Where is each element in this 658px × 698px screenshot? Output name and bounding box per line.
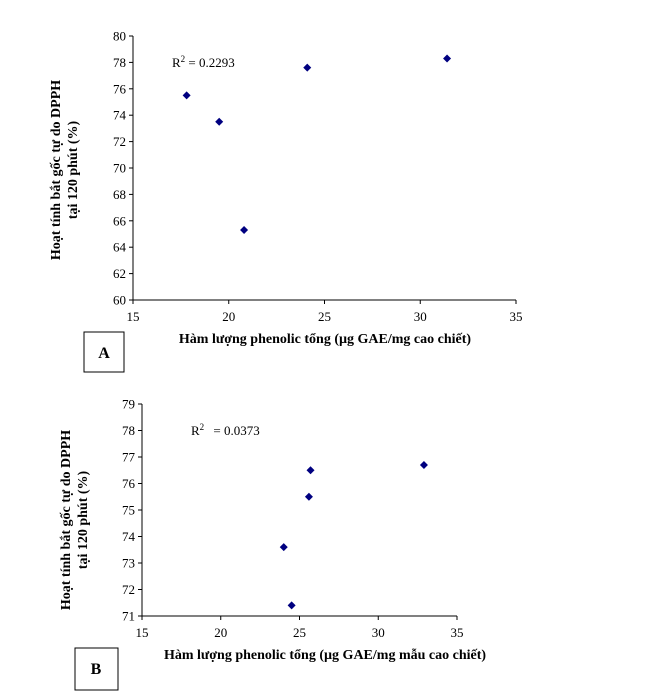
chart-a-data-point (443, 54, 452, 63)
chart-b-x-axis-title: Hàm lượng phenolic tổng (µg GAE/mg mẫu c… (164, 647, 486, 663)
chart-a-y-axis-title-line2: tại 120 phút (%) (66, 120, 81, 219)
chart-b-y-tick-label: 71 (122, 609, 135, 624)
chart-a-data-point (303, 63, 312, 72)
chart-b-x-tick-label: 30 (372, 625, 385, 640)
chart-a-y-tick-label: 64 (113, 240, 127, 255)
chart-a-y-tick-label: 78 (113, 55, 126, 70)
chart-a-data-point (182, 91, 191, 100)
chart-a: 60 62 64 66 68 70 72 74 76 78 80 15 20 25 30 35 R2 = 0… (49, 29, 523, 373)
chart-b-y-tick-label: 75 (122, 503, 135, 518)
chart-b-data-point (306, 466, 315, 475)
chart-a-y-tick-label: 62 (113, 266, 126, 281)
chart-b-panel-label-box (74, 647, 119, 691)
chart-b-y-tick-label: 72 (122, 582, 135, 597)
chart-a-panel-label: A (98, 345, 110, 362)
chart-b-x-tick-label: 35 (451, 625, 464, 640)
chart-b-data-point (279, 543, 288, 552)
chart-b-y-tick-label: 76 (122, 476, 136, 491)
chart-a-x-tick-label: 30 (414, 309, 427, 324)
chart-a-panel-label-box (83, 331, 125, 373)
chart-a-y-tick-label: 74 (113, 108, 127, 123)
chart-a-y-tick-label: 72 (113, 134, 126, 149)
chart-a-y-axis-title-line1: Hoạt tính bắt gốc tự do DPPH (49, 80, 64, 260)
chart-b-r2-annotation: R2 = 0.0373 (191, 422, 260, 438)
chart-b-y-tick-label: 79 (122, 397, 135, 412)
chart-a-data-point (240, 226, 249, 235)
chart-b-data-point (419, 460, 428, 469)
chart-a-y-tick-label: 66 (113, 213, 127, 228)
chart-b-x-tick-label: 20 (214, 625, 227, 640)
chart-b-panel-label: B (91, 661, 102, 678)
chart-a-data-point (215, 117, 224, 126)
chart-b-y-tick-label: 77 (122, 450, 136, 465)
chart-b-y-tick-label: 73 (122, 556, 135, 571)
chart-b-y-axis-title-line2: tại 120 phút (%) (76, 470, 91, 569)
chart-a-x-tick-label: 15 (127, 309, 140, 324)
chart-b-x-tick-label: 15 (136, 625, 149, 640)
chart-b-data-point (304, 492, 313, 501)
chart-b-x-tick-label: 25 (293, 625, 306, 640)
chart-a-y-tick-label: 76 (113, 81, 127, 96)
chart-a-x-axis-title: Hàm lượng phenolic tổng (µg GAE/mg cao c… (179, 332, 471, 347)
chart-a-x-tick-label: 25 (318, 309, 331, 324)
chart-a-y-tick-label: 70 (113, 161, 126, 176)
chart-a-x-tick-label: 20 (222, 309, 235, 324)
chart-a-y-tick-label: 60 (113, 293, 126, 308)
chart-b-y-tick-label: 74 (122, 529, 136, 544)
chart-b-data-point (287, 601, 296, 610)
chart-a-r2-annotation: R2 = 0.2293 (172, 54, 235, 70)
chart-b: 71 72 73 74 75 76 77 78 79 15 20 25 30 35 R2 = 0.037… (59, 397, 486, 691)
chart-b-y-axis-title-line1: Hoạt tính bắt gốc tự do DPPH (59, 430, 74, 610)
chart-b-y-tick-label: 78 (122, 423, 135, 438)
chart-a-y-tick-label: 80 (113, 29, 126, 44)
chart-a-x-tick-label: 35 (510, 309, 523, 324)
chart-a-y-tick-label: 68 (113, 187, 126, 202)
